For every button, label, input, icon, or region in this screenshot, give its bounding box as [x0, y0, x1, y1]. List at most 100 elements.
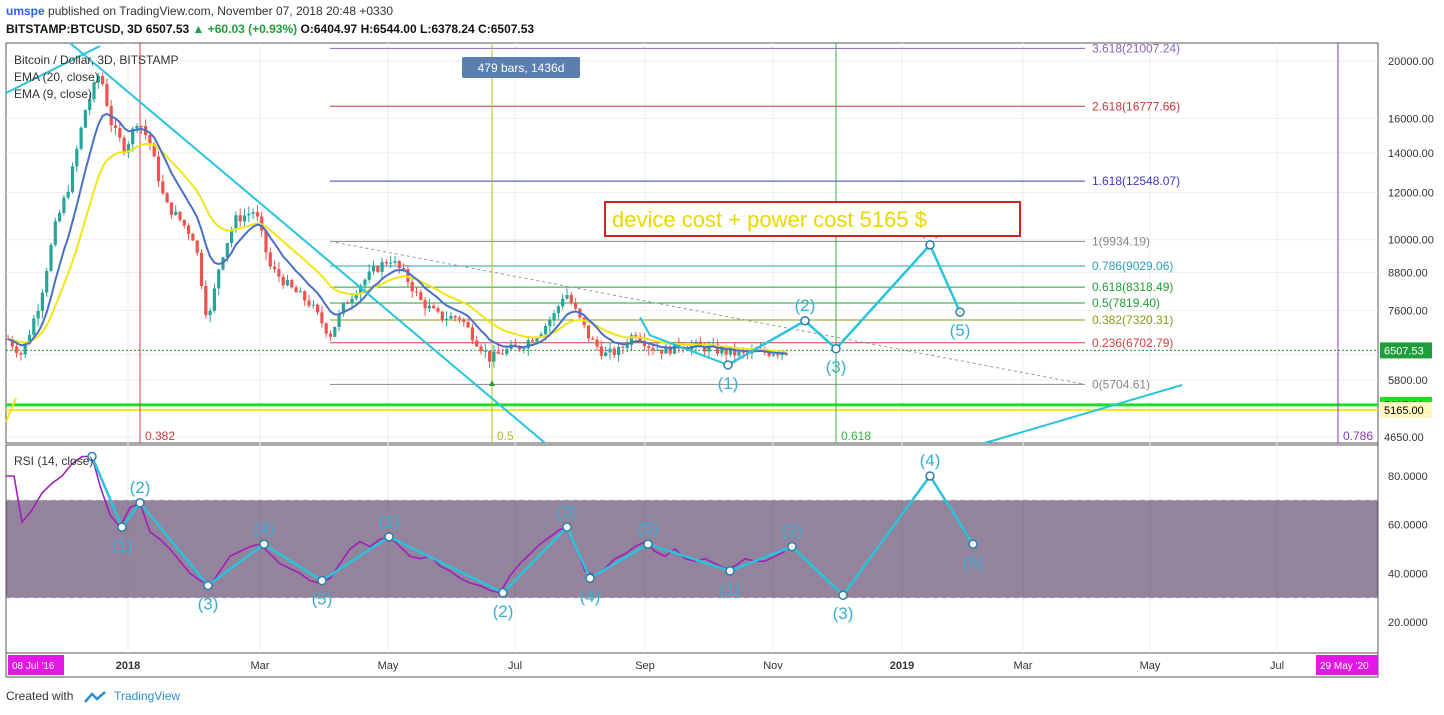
candle-body [561, 298, 565, 307]
candle-body [617, 346, 621, 356]
candle-body [126, 144, 130, 153]
close-label: C: [478, 22, 491, 36]
candle-body [414, 291, 419, 293]
candle-body [569, 295, 573, 304]
candle-body [320, 312, 324, 324]
candle-body [397, 261, 401, 269]
range-start-tag-bg [8, 655, 64, 675]
candle-body [376, 266, 380, 272]
candle-body [122, 137, 126, 153]
candle-body [479, 346, 483, 352]
candle-body [660, 349, 664, 354]
candle-body [367, 271, 371, 280]
time-tick-label: Mar [1014, 660, 1033, 672]
candle-body [586, 325, 591, 339]
candle-body [96, 75, 100, 83]
candle-body [101, 75, 105, 84]
candle-body [273, 266, 277, 270]
price-tag-bg [1380, 342, 1432, 359]
candle-body [135, 126, 139, 129]
candle-body [45, 270, 49, 293]
wave-label: (2) [795, 296, 816, 315]
tradingview-logo-icon [83, 690, 106, 703]
candle-body [526, 340, 530, 349]
candle-body [539, 334, 543, 338]
candle-body [307, 300, 311, 306]
candle-body [496, 351, 500, 354]
time-tick-label: Jul [1270, 660, 1284, 672]
fib-label: 1.618(12548.07) [1092, 174, 1180, 188]
candle-body [350, 298, 354, 304]
rsi-band-fill [6, 500, 1378, 598]
candle-body [251, 212, 255, 214]
candle-body [436, 308, 440, 312]
fib-label: 0.5(7819.40) [1092, 296, 1160, 310]
candle-body [724, 347, 728, 355]
price-pane[interactable] [5, 42, 1379, 444]
candle-body [131, 128, 135, 145]
candle-body [19, 353, 23, 355]
up-arrow-marker: ▲ [487, 378, 497, 389]
rsi-tick-label: 80.0000 [1388, 471, 1428, 483]
ema20-line [7, 142, 787, 353]
candle-body [565, 295, 569, 299]
candle-body [191, 233, 195, 241]
candle-body [316, 304, 320, 313]
candle-body [359, 285, 363, 295]
candle-body [15, 346, 19, 354]
price-tick-label: 14000.00 [1388, 148, 1434, 160]
candle-body [195, 240, 199, 253]
fib-label: 2.618(16777.66) [1092, 99, 1180, 113]
publish-header: umspe published on TradingView.com, Nove… [6, 4, 393, 18]
candle-body [771, 354, 775, 356]
candle-body [462, 319, 466, 323]
rsi-wave-point [725, 566, 735, 576]
range-end-tag: 29 May '20 [1320, 661, 1369, 672]
candle-body [449, 316, 453, 319]
candle-body [380, 262, 384, 272]
candle-body [49, 244, 53, 271]
candle-body [703, 345, 707, 352]
rsi-wave-point [968, 539, 978, 549]
candle-body [346, 302, 350, 304]
rsi-wave-point [317, 575, 327, 586]
rsi-wave-point [259, 539, 269, 549]
cost-annotation-box[interactable] [604, 201, 1021, 237]
time-tick-label: Mar [251, 660, 270, 672]
candle-body [625, 344, 629, 348]
candles [6, 72, 788, 369]
time-tick-label: Jul [508, 660, 522, 672]
candle-body [595, 339, 599, 347]
candle-body [152, 143, 156, 157]
change-value: ▲ +60.03 (+0.93%) [192, 22, 298, 36]
author-link[interactable]: umspe [6, 4, 45, 18]
candle-body [483, 350, 487, 352]
candle-body [225, 243, 229, 258]
candle-body [647, 346, 651, 349]
candle-body [741, 351, 745, 353]
rsi-wave-point [498, 588, 508, 598]
candle-body [599, 346, 603, 356]
time-tick-label: 2019 [890, 660, 914, 672]
candle-body [475, 340, 479, 347]
candle-body [204, 286, 208, 316]
candle-body [363, 279, 367, 286]
candle-body [328, 333, 333, 337]
rsi-wave-label: (1) [379, 512, 400, 531]
candle-body [199, 252, 204, 287]
candle-body [776, 354, 780, 356]
candle-body [393, 261, 397, 263]
price-tick-label: 16000.00 [1388, 114, 1434, 126]
fib-label: 0.618(8318.49) [1092, 280, 1173, 294]
candle-body [62, 197, 66, 213]
candle-body [113, 125, 118, 128]
high-value: 6544.00 [373, 22, 417, 36]
candle-body [341, 302, 345, 314]
close-value: 6507.53 [490, 22, 535, 36]
candle-body [337, 313, 341, 327]
brand-link[interactable]: TradingView [114, 689, 181, 703]
rsi-wave-label: (5) [312, 590, 333, 609]
rsi-wave-label: (2) [130, 478, 151, 497]
candle-body [513, 344, 517, 347]
